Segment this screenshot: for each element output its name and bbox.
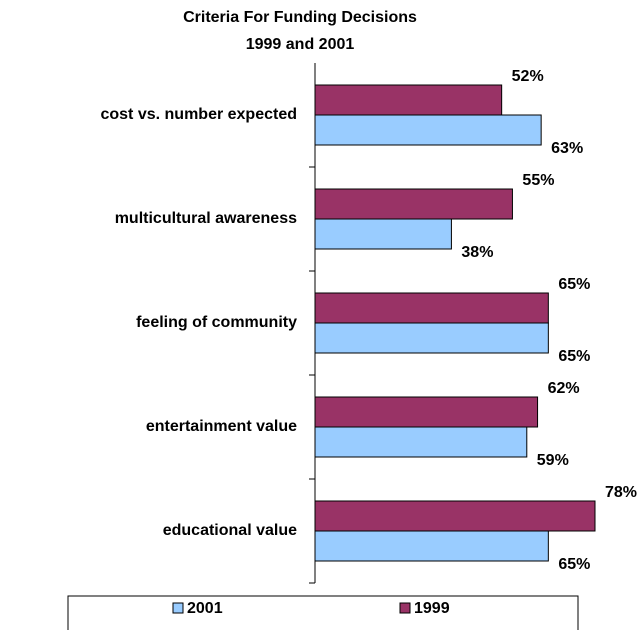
chart-subtitle: 1999 and 2001 bbox=[246, 36, 355, 53]
value-label: 38% bbox=[461, 244, 493, 261]
value-label: 52% bbox=[512, 68, 544, 85]
value-label: 65% bbox=[558, 556, 590, 573]
value-label: 78% bbox=[605, 484, 637, 501]
legend-label: 2001 bbox=[187, 600, 223, 617]
bar bbox=[314, 218, 452, 250]
bar bbox=[314, 292, 549, 324]
legend-label: 1999 bbox=[414, 600, 450, 617]
bar bbox=[314, 188, 513, 220]
value-label: 55% bbox=[522, 172, 554, 189]
legend-swatch bbox=[172, 602, 184, 614]
bar bbox=[314, 396, 539, 428]
value-label: 65% bbox=[558, 348, 590, 365]
bar bbox=[314, 426, 528, 458]
bar bbox=[314, 322, 549, 354]
value-label: 63% bbox=[551, 140, 583, 157]
chart-title: Criteria For Funding Decisions bbox=[183, 9, 417, 26]
bar bbox=[314, 84, 503, 116]
category-label: cost vs. number expected bbox=[100, 106, 297, 123]
category-label: educational value bbox=[163, 522, 297, 539]
value-label: 65% bbox=[558, 276, 590, 293]
bar bbox=[314, 530, 549, 562]
bar bbox=[314, 114, 542, 146]
legend-swatch bbox=[399, 602, 411, 614]
category-label: multicultural awareness bbox=[115, 210, 297, 227]
legend-box bbox=[67, 595, 579, 630]
category-label: feeling of community bbox=[136, 314, 297, 331]
bar bbox=[314, 500, 596, 532]
value-label: 62% bbox=[548, 380, 580, 397]
value-label: 59% bbox=[537, 452, 569, 469]
category-label: entertainment value bbox=[146, 418, 297, 435]
